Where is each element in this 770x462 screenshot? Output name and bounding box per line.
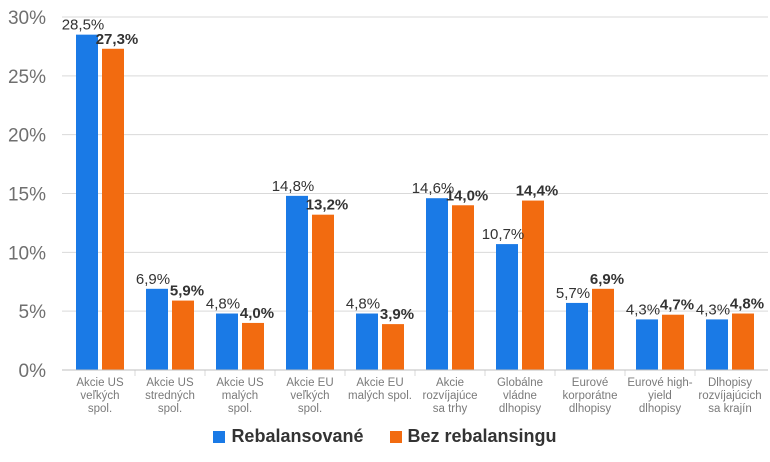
legend-label: Rebalansované bbox=[231, 426, 364, 446]
category-label: Eurové high- bbox=[627, 377, 692, 389]
category-label: korporátne bbox=[563, 390, 618, 402]
category-label: malých spol. bbox=[348, 390, 412, 402]
category-label: veľkých bbox=[80, 390, 119, 402]
y-tick-label: 10% bbox=[8, 243, 46, 264]
category-label: Akcie US bbox=[146, 377, 194, 389]
bar-rebalansovane bbox=[286, 195, 308, 370]
y-tick-label: 0% bbox=[19, 361, 47, 382]
y-axis: 0% 5% 10% 15% 20% 25% 30% bbox=[8, 8, 46, 382]
legend-item-bez-rebalansingu: Bez rebalansingu bbox=[389, 426, 557, 447]
data-label: 14,8% bbox=[272, 178, 315, 195]
bar-bez-rebalansingu bbox=[522, 200, 544, 370]
legend-label: Bez rebalansingu bbox=[407, 426, 557, 446]
legend-swatch-orange bbox=[389, 430, 402, 443]
category-label: rozvíjajúcich bbox=[698, 390, 761, 402]
category-label: dlhopisy bbox=[569, 403, 611, 415]
bar-bez-rebalansingu bbox=[242, 322, 264, 370]
bar-rebalansovane bbox=[496, 244, 518, 370]
bar-bez-rebalansingu bbox=[732, 313, 754, 370]
category-label: Dlhopisy bbox=[708, 377, 752, 389]
bar-rebalansovane bbox=[356, 313, 378, 370]
data-label: 28,5% bbox=[62, 17, 105, 34]
bar-bez-rebalansingu bbox=[662, 314, 684, 370]
category-label: spol. bbox=[158, 403, 182, 415]
category-label: dlhopisy bbox=[639, 403, 681, 415]
data-label: 14,6% bbox=[412, 180, 455, 197]
y-tick-label: 5% bbox=[19, 302, 47, 323]
bar-rebalansovane bbox=[146, 288, 168, 370]
category-label: Akcie US bbox=[76, 377, 124, 389]
bar-bez-rebalansingu bbox=[102, 48, 124, 371]
data-label: 27,3% bbox=[96, 31, 139, 48]
y-tick-label: 30% bbox=[8, 8, 46, 29]
data-label: 4,7% bbox=[660, 297, 694, 314]
legend-swatch-blue bbox=[213, 430, 226, 443]
data-label: 4,0% bbox=[240, 305, 274, 322]
data-labels: 28,5%27,3%6,9%5,9%4,8%4,0%14,8%13,2%4,8%… bbox=[62, 17, 764, 323]
category-label: malých bbox=[222, 390, 258, 402]
category-label: sa trhy bbox=[433, 403, 468, 415]
bar-rebalansovane bbox=[636, 319, 658, 370]
bar-bez-rebalansingu bbox=[592, 288, 614, 370]
category-label: veľkých bbox=[290, 390, 329, 402]
data-label: 6,9% bbox=[136, 271, 170, 288]
data-label: 14,4% bbox=[516, 183, 559, 200]
data-label: 4,3% bbox=[626, 301, 660, 318]
category-label: spol. bbox=[298, 403, 322, 415]
y-tick-label: 25% bbox=[8, 67, 46, 88]
bar-rebalansovane bbox=[566, 302, 588, 370]
category-label: spol. bbox=[88, 403, 112, 415]
category-label: stredných bbox=[145, 390, 195, 402]
data-label: 4,8% bbox=[730, 296, 764, 313]
category-label: rozvíjajúce bbox=[423, 390, 478, 402]
category-label: yield bbox=[648, 390, 672, 402]
category-label: dlhopisy bbox=[499, 403, 541, 415]
data-label: 4,8% bbox=[206, 296, 240, 313]
data-label: 5,7% bbox=[556, 285, 590, 302]
bar-rebalansovane bbox=[76, 34, 98, 371]
category-label: Akcie EU bbox=[356, 377, 403, 389]
data-label: 14,0% bbox=[446, 187, 489, 204]
category-label: Eurové bbox=[572, 377, 608, 389]
category-label: Akcie EU bbox=[286, 377, 333, 389]
bars bbox=[76, 34, 754, 371]
legend: Rebalansované Bez rebalansingu bbox=[0, 426, 770, 447]
bar-bez-rebalansingu bbox=[172, 300, 194, 370]
category-label: Globálne bbox=[497, 377, 543, 389]
y-tick-label: 20% bbox=[8, 126, 46, 147]
category-label: Akcie US bbox=[216, 377, 264, 389]
bar-rebalansovane bbox=[706, 319, 728, 370]
category-label: vládne bbox=[503, 390, 537, 402]
bar-bez-rebalansingu bbox=[382, 324, 404, 370]
data-label: 4,3% bbox=[696, 301, 730, 318]
category-label: spol. bbox=[228, 403, 252, 415]
data-label: 13,2% bbox=[306, 197, 349, 214]
legend-item-rebalansovane: Rebalansované bbox=[213, 426, 364, 447]
bar-rebalansovane bbox=[216, 313, 238, 370]
bar-rebalansovane bbox=[426, 198, 448, 370]
data-label: 6,9% bbox=[590, 271, 624, 288]
bar-bez-rebalansingu bbox=[312, 214, 334, 370]
y-tick-label: 15% bbox=[8, 185, 46, 206]
data-label: 4,8% bbox=[346, 296, 380, 313]
bar-bez-rebalansingu bbox=[452, 205, 474, 370]
data-label: 3,9% bbox=[380, 306, 414, 323]
data-label: 10,7% bbox=[482, 226, 525, 243]
category-label: sa krajín bbox=[708, 403, 751, 415]
data-label: 5,9% bbox=[170, 283, 204, 300]
category-label: Akcie bbox=[436, 377, 464, 389]
